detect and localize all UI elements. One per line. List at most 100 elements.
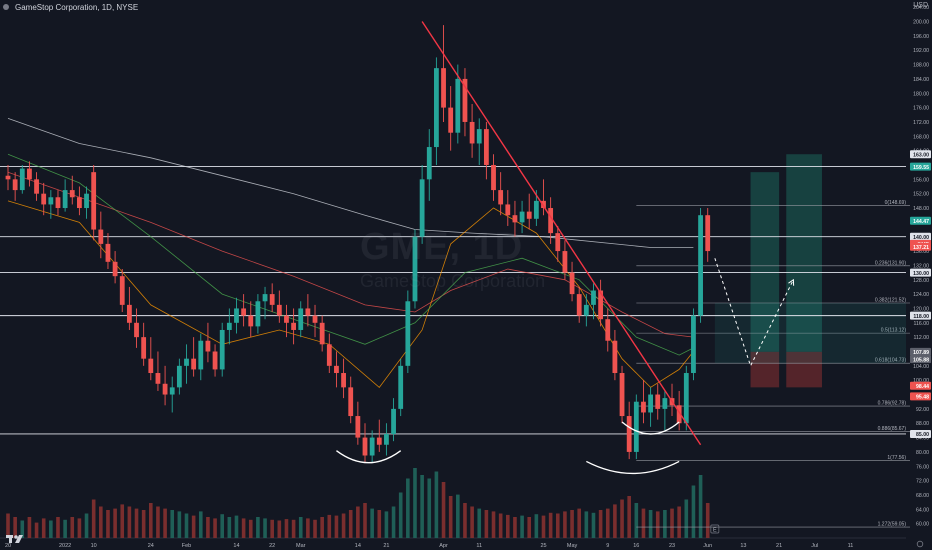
time-axis-ticks[interactable]: 20 2022 10 24 Feb 14 22 Mar 14 21 Apr 11 25 May 9 16 23 J… (5, 543, 853, 549)
candle-body[interactable] (541, 200, 546, 209)
tradingview-logo-icon[interactable] (6, 533, 24, 545)
candle-body[interactable] (476, 129, 482, 144)
candle-body[interactable] (226, 322, 232, 330)
candle-body[interactable] (583, 304, 589, 316)
candle-body[interactable] (176, 365, 182, 388)
candle-body[interactable] (276, 304, 282, 316)
candle-body[interactable] (305, 308, 311, 316)
candle-body[interactable] (491, 164, 496, 191)
price-axis-tag[interactable] (910, 381, 931, 390)
long-position-target-zone[interactable] (786, 154, 822, 352)
candle-body[interactable] (184, 358, 189, 366)
candle-body[interactable] (134, 322, 139, 338)
candle-body[interactable] (633, 401, 639, 452)
price-axis-tag[interactable] (910, 232, 931, 241)
candle-body[interactable] (162, 383, 168, 395)
candle-body[interactable] (441, 68, 446, 108)
candle-body[interactable] (312, 315, 318, 323)
candle-body[interactable] (48, 197, 54, 205)
long-position-stop-zone[interactable] (750, 351, 780, 388)
candle-body[interactable] (355, 416, 361, 438)
candle-body[interactable] (683, 373, 689, 424)
candle-body[interactable] (512, 215, 518, 223)
candle-body[interactable] (498, 190, 504, 205)
candle-body[interactable] (412, 236, 418, 302)
candle-body[interactable] (155, 373, 161, 384)
candle-body[interactable] (641, 401, 646, 413)
long-position-target-zone[interactable] (750, 172, 780, 352)
candle-body[interactable] (119, 276, 125, 305)
candle-body[interactable] (376, 437, 382, 445)
candle-body[interactable] (241, 308, 247, 316)
candle-body[interactable] (662, 398, 668, 409)
candle-body[interactable] (334, 365, 339, 374)
candle-body[interactable] (455, 78, 461, 133)
candle-body[interactable] (398, 365, 404, 409)
candle-body[interactable] (269, 294, 275, 305)
candle-body[interactable] (562, 251, 568, 273)
projection-path[interactable] (714, 258, 794, 368)
price-axis-tag[interactable] (910, 429, 931, 438)
candle-body[interactable] (98, 229, 104, 244)
candle-body[interactable] (291, 322, 296, 330)
candle-body[interactable] (605, 319, 611, 341)
candle-body[interactable] (212, 351, 218, 370)
price-axis-tag[interactable] (910, 392, 931, 401)
candle-body[interactable] (519, 211, 525, 223)
candle-body[interactable] (169, 387, 175, 395)
candle-body[interactable] (255, 301, 261, 327)
candle-body[interactable] (84, 193, 89, 209)
price-axis-tag[interactable] (910, 355, 931, 364)
candle-body[interactable] (448, 107, 454, 133)
candle-body[interactable] (27, 168, 32, 180)
candle-body[interactable] (533, 200, 539, 219)
candle-body[interactable] (69, 190, 75, 198)
candle-body[interactable] (705, 215, 711, 252)
candle-body[interactable] (55, 197, 61, 209)
candle-body[interactable] (576, 294, 582, 316)
candle-body[interactable] (619, 373, 625, 417)
candle-body[interactable] (262, 294, 268, 302)
long-position-stop-zone[interactable] (786, 351, 822, 388)
candle-body[interactable] (148, 358, 154, 374)
price-axis-tag[interactable] (910, 311, 931, 320)
candle-body[interactable] (205, 340, 211, 352)
candle-body[interactable] (569, 272, 575, 295)
candle-body[interactable] (326, 344, 332, 366)
candle-body[interactable] (526, 211, 532, 219)
currency-label[interactable]: USD (913, 2, 928, 9)
price-axis-tag[interactable] (910, 216, 931, 225)
candle-body[interactable] (698, 215, 703, 316)
fib-retracement[interactable]: 0(148.69) 0.236(131.90) 0.382(121.52) 0.5(1… (636, 200, 910, 528)
price-axis-tag[interactable] (910, 347, 931, 356)
rounded-bottom-arc[interactable] (336, 450, 402, 464)
candle-body[interactable] (462, 78, 468, 122)
candle-body[interactable] (19, 168, 25, 191)
candle-body[interactable] (298, 308, 304, 330)
candle-body[interactable] (105, 243, 111, 262)
candle-body[interactable] (483, 129, 489, 165)
earnings-badge[interactable] (710, 524, 720, 534)
price-axis-tag[interactable] (910, 150, 931, 159)
candle-body[interactable] (12, 179, 18, 191)
candle-body[interactable] (91, 172, 97, 230)
candle-body[interactable] (676, 405, 682, 424)
price-axis-tag[interactable] (910, 162, 931, 171)
candle-body[interactable] (655, 394, 661, 409)
candle-body[interactable] (384, 433, 389, 445)
candle-body[interactable] (555, 233, 561, 252)
candle-body[interactable] (426, 147, 432, 180)
price-axis-tag[interactable] (910, 268, 931, 277)
candle-body[interactable] (434, 68, 439, 148)
candle-body[interactable] (419, 179, 425, 237)
candle-body[interactable] (248, 315, 254, 327)
candle-body[interactable] (591, 290, 596, 305)
candle-body[interactable] (319, 322, 325, 345)
candle-body[interactable] (369, 437, 375, 456)
candle-body[interactable] (112, 261, 118, 277)
candle-body[interactable] (691, 315, 696, 374)
chart-title[interactable]: GameStop Corporation, 1D, NYSE (15, 2, 139, 12)
candle-body[interactable] (469, 121, 475, 144)
